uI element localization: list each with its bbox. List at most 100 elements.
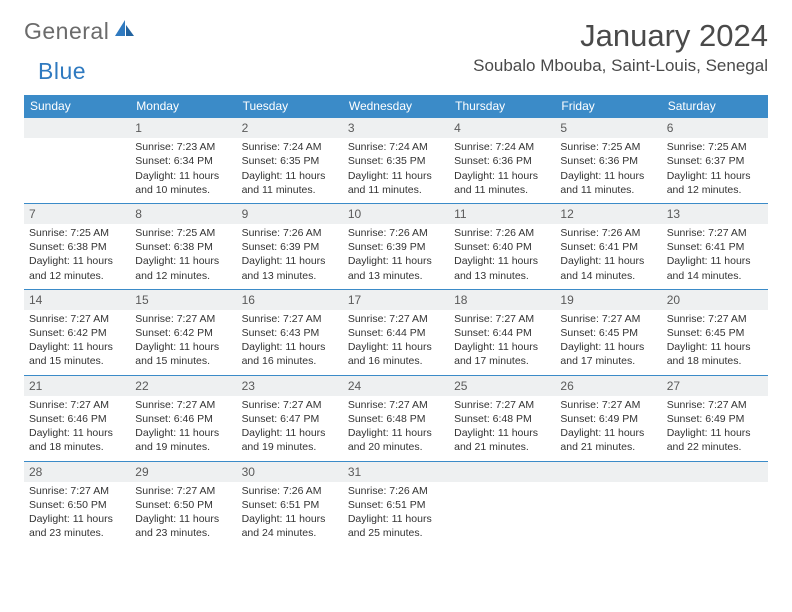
day-info: Sunrise: 7:27 AMSunset: 6:42 PMDaylight:…: [130, 310, 236, 375]
calendar-day-cell: 19Sunrise: 7:27 AMSunset: 6:45 PMDayligh…: [555, 289, 661, 375]
logo: General: [24, 18, 137, 45]
day-number: [449, 462, 555, 482]
sail-icon: [113, 18, 135, 43]
sunrise-text: Sunrise: 7:27 AM: [667, 226, 763, 240]
location: Soubalo Mbouba, Saint-Louis, Senegal: [473, 56, 768, 76]
day-number: 17: [343, 290, 449, 310]
calendar-day-cell: [662, 461, 768, 546]
sunrise-text: Sunrise: 7:27 AM: [135, 398, 231, 412]
day-number: 4: [449, 118, 555, 138]
sunrise-text: Sunrise: 7:25 AM: [560, 140, 656, 154]
calendar-day-cell: 12Sunrise: 7:26 AMSunset: 6:41 PMDayligh…: [555, 203, 661, 289]
day-number: 9: [237, 204, 343, 224]
sunset-text: Sunset: 6:42 PM: [29, 326, 125, 340]
day-info: Sunrise: 7:26 AMSunset: 6:41 PMDaylight:…: [555, 224, 661, 289]
sunrise-text: Sunrise: 7:27 AM: [454, 398, 550, 412]
daylight-text: Daylight: 11 hours and 10 minutes.: [135, 169, 231, 197]
calendar-day-cell: 26Sunrise: 7:27 AMSunset: 6:49 PMDayligh…: [555, 375, 661, 461]
day-info: Sunrise: 7:27 AMSunset: 6:41 PMDaylight:…: [662, 224, 768, 289]
calendar-day-cell: 7Sunrise: 7:25 AMSunset: 6:38 PMDaylight…: [24, 203, 130, 289]
daylight-text: Daylight: 11 hours and 16 minutes.: [242, 340, 338, 368]
daylight-text: Daylight: 11 hours and 16 minutes.: [348, 340, 444, 368]
daylight-text: Daylight: 11 hours and 18 minutes.: [667, 340, 763, 368]
day-info: Sunrise: 7:25 AMSunset: 6:36 PMDaylight:…: [555, 138, 661, 203]
logo-text-general: General: [24, 18, 109, 45]
daylight-text: Daylight: 11 hours and 14 minutes.: [560, 254, 656, 282]
sunset-text: Sunset: 6:50 PM: [135, 498, 231, 512]
calendar-day-cell: 29Sunrise: 7:27 AMSunset: 6:50 PMDayligh…: [130, 461, 236, 546]
sunset-text: Sunset: 6:36 PM: [560, 154, 656, 168]
calendar-day-cell: 2Sunrise: 7:24 AMSunset: 6:35 PMDaylight…: [237, 118, 343, 204]
day-number: 29: [130, 462, 236, 482]
calendar-header-row: SundayMondayTuesdayWednesdayThursdayFrid…: [24, 95, 768, 118]
day-info: Sunrise: 7:27 AMSunset: 6:46 PMDaylight:…: [130, 396, 236, 461]
daylight-text: Daylight: 11 hours and 13 minutes.: [348, 254, 444, 282]
daylight-text: Daylight: 11 hours and 12 minutes.: [667, 169, 763, 197]
day-number: 14: [24, 290, 130, 310]
sunrise-text: Sunrise: 7:26 AM: [454, 226, 550, 240]
sunset-text: Sunset: 6:41 PM: [560, 240, 656, 254]
sunset-text: Sunset: 6:51 PM: [242, 498, 338, 512]
day-info: Sunrise: 7:27 AMSunset: 6:44 PMDaylight:…: [343, 310, 449, 375]
day-info: Sunrise: 7:26 AMSunset: 6:39 PMDaylight:…: [343, 224, 449, 289]
daylight-text: Daylight: 11 hours and 11 minutes.: [242, 169, 338, 197]
sunset-text: Sunset: 6:46 PM: [135, 412, 231, 426]
daylight-text: Daylight: 11 hours and 12 minutes.: [29, 254, 125, 282]
day-info: Sunrise: 7:26 AMSunset: 6:39 PMDaylight:…: [237, 224, 343, 289]
day-info: Sunrise: 7:23 AMSunset: 6:34 PMDaylight:…: [130, 138, 236, 203]
day-number: 11: [449, 204, 555, 224]
day-info: Sunrise: 7:25 AMSunset: 6:38 PMDaylight:…: [130, 224, 236, 289]
daylight-text: Daylight: 11 hours and 11 minutes.: [560, 169, 656, 197]
day-info: Sunrise: 7:27 AMSunset: 6:42 PMDaylight:…: [24, 310, 130, 375]
sunset-text: Sunset: 6:46 PM: [29, 412, 125, 426]
daylight-text: Daylight: 11 hours and 21 minutes.: [454, 426, 550, 454]
sunset-text: Sunset: 6:41 PM: [667, 240, 763, 254]
day-info: Sunrise: 7:27 AMSunset: 6:45 PMDaylight:…: [662, 310, 768, 375]
calendar-day-cell: 28Sunrise: 7:27 AMSunset: 6:50 PMDayligh…: [24, 461, 130, 546]
day-info: Sunrise: 7:27 AMSunset: 6:44 PMDaylight:…: [449, 310, 555, 375]
daylight-text: Daylight: 11 hours and 22 minutes.: [667, 426, 763, 454]
day-number: 15: [130, 290, 236, 310]
calendar-day-cell: 25Sunrise: 7:27 AMSunset: 6:48 PMDayligh…: [449, 375, 555, 461]
calendar-week-row: 7Sunrise: 7:25 AMSunset: 6:38 PMDaylight…: [24, 203, 768, 289]
day-number: 31: [343, 462, 449, 482]
sunset-text: Sunset: 6:44 PM: [454, 326, 550, 340]
sunset-text: Sunset: 6:42 PM: [135, 326, 231, 340]
daylight-text: Daylight: 11 hours and 13 minutes.: [454, 254, 550, 282]
sunset-text: Sunset: 6:47 PM: [242, 412, 338, 426]
daylight-text: Daylight: 11 hours and 20 minutes.: [348, 426, 444, 454]
sunset-text: Sunset: 6:37 PM: [667, 154, 763, 168]
sunrise-text: Sunrise: 7:25 AM: [29, 226, 125, 240]
calendar-day-cell: 14Sunrise: 7:27 AMSunset: 6:42 PMDayligh…: [24, 289, 130, 375]
calendar-body: 1Sunrise: 7:23 AMSunset: 6:34 PMDaylight…: [24, 118, 768, 547]
sunrise-text: Sunrise: 7:24 AM: [454, 140, 550, 154]
sunrise-text: Sunrise: 7:27 AM: [29, 398, 125, 412]
sunset-text: Sunset: 6:38 PM: [135, 240, 231, 254]
calendar-day-cell: 31Sunrise: 7:26 AMSunset: 6:51 PMDayligh…: [343, 461, 449, 546]
day-info: Sunrise: 7:26 AMSunset: 6:51 PMDaylight:…: [237, 482, 343, 547]
sunset-text: Sunset: 6:40 PM: [454, 240, 550, 254]
day-number: 8: [130, 204, 236, 224]
calendar-day-cell: [555, 461, 661, 546]
day-info: Sunrise: 7:26 AMSunset: 6:40 PMDaylight:…: [449, 224, 555, 289]
sunset-text: Sunset: 6:38 PM: [29, 240, 125, 254]
day-number: [555, 462, 661, 482]
sunset-text: Sunset: 6:48 PM: [454, 412, 550, 426]
sunset-text: Sunset: 6:45 PM: [560, 326, 656, 340]
daylight-text: Daylight: 11 hours and 11 minutes.: [454, 169, 550, 197]
calendar-day-cell: 5Sunrise: 7:25 AMSunset: 6:36 PMDaylight…: [555, 118, 661, 204]
calendar-day-cell: 20Sunrise: 7:27 AMSunset: 6:45 PMDayligh…: [662, 289, 768, 375]
day-info: Sunrise: 7:27 AMSunset: 6:45 PMDaylight:…: [555, 310, 661, 375]
sunrise-text: Sunrise: 7:27 AM: [135, 312, 231, 326]
sunset-text: Sunset: 6:43 PM: [242, 326, 338, 340]
day-number: 10: [343, 204, 449, 224]
day-number: 30: [237, 462, 343, 482]
day-info: Sunrise: 7:25 AMSunset: 6:37 PMDaylight:…: [662, 138, 768, 203]
calendar-week-row: 21Sunrise: 7:27 AMSunset: 6:46 PMDayligh…: [24, 375, 768, 461]
daylight-text: Daylight: 11 hours and 15 minutes.: [135, 340, 231, 368]
calendar-day-cell: 13Sunrise: 7:27 AMSunset: 6:41 PMDayligh…: [662, 203, 768, 289]
day-info: Sunrise: 7:24 AMSunset: 6:36 PMDaylight:…: [449, 138, 555, 203]
daylight-text: Daylight: 11 hours and 12 minutes.: [135, 254, 231, 282]
day-number: 27: [662, 376, 768, 396]
calendar-day-cell: 18Sunrise: 7:27 AMSunset: 6:44 PMDayligh…: [449, 289, 555, 375]
